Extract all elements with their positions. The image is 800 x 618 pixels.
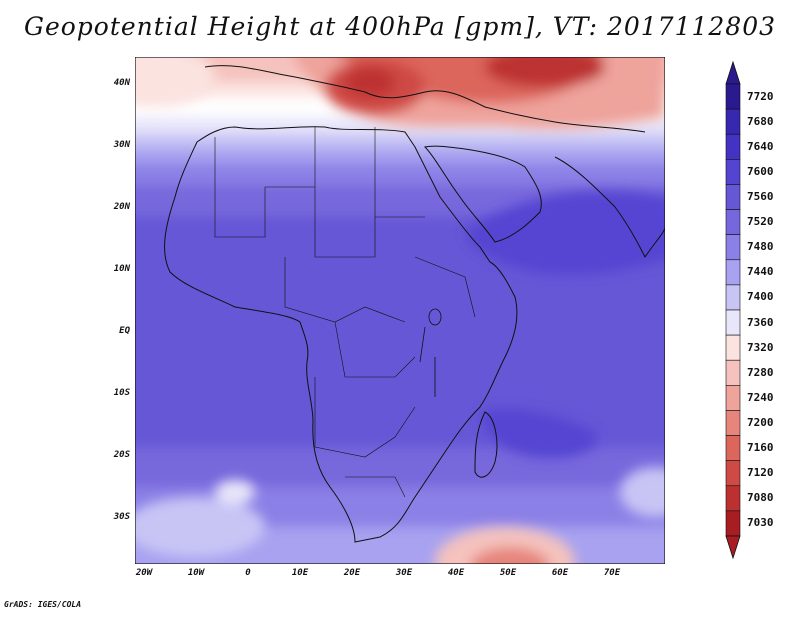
coastlines — [164, 65, 665, 543]
colorbar-level-label: 7120 — [747, 466, 774, 480]
india-coast — [554, 156, 665, 258]
colorbar — [725, 60, 741, 560]
colorbar-bottom-arrow — [725, 535, 741, 560]
ridge-west — [135, 57, 215, 107]
lake-victoria — [428, 308, 442, 326]
band-s-7520 — [135, 447, 665, 487]
footer-credit: GrADS: IGES/COLA — [4, 600, 82, 609]
y-tick-label: 30N — [113, 140, 130, 150]
colorbar-level-label: 7640 — [747, 139, 774, 153]
trough-7080 — [485, 57, 605, 87]
y-tick-label: 40N — [113, 78, 130, 88]
colorbar-level-label: 7030 — [747, 516, 774, 530]
border-5 — [334, 321, 416, 378]
border-3 — [374, 127, 425, 218]
x-tick-label: 60E — [551, 568, 569, 578]
arabia-coast — [423, 145, 542, 243]
colorbar-level-label: 7320 — [747, 340, 774, 354]
x-tick-label: 30E — [395, 568, 413, 578]
y-tick-label: EQ — [119, 326, 130, 336]
x-tick-label: 20W — [135, 568, 153, 578]
x-tick-label: 50E — [499, 568, 517, 578]
colorbar-level-label: 7600 — [747, 164, 774, 178]
y-tick-label: 20S — [113, 450, 130, 460]
chart-title: Geopotential Height at 400hPa [gpm], VT:… — [23, 12, 777, 41]
y-tick-label: 20N — [113, 202, 130, 212]
x-tick-label: 70E — [603, 568, 621, 578]
border-2 — [314, 127, 376, 258]
x-tick-label: 40E — [447, 568, 465, 578]
pocket-white — [215, 480, 255, 504]
map-panel — [135, 57, 665, 564]
colorbar-swatch — [725, 284, 741, 311]
colorbar-level-label: 7440 — [747, 265, 774, 279]
rift-lakes — [419, 326, 436, 397]
y-tick-label: 30S — [113, 512, 130, 522]
europe-coast — [204, 65, 646, 133]
colorbar-swatch — [725, 209, 741, 235]
trough-core — [345, 67, 395, 97]
band-7500 — [135, 163, 665, 185]
x-tick-label: 20E — [343, 568, 361, 578]
colorbar-swatch — [725, 234, 741, 261]
border-7 — [345, 476, 406, 498]
band-7480 — [135, 147, 665, 163]
africa-coast — [164, 126, 518, 543]
colorbar-level-label: 7200 — [747, 416, 774, 429]
band-7440 — [135, 133, 665, 147]
border-1 — [214, 137, 315, 238]
trough-south-core — [470, 547, 550, 564]
colorbar-level-label: 7720 — [747, 89, 774, 103]
colorbar-swatch — [725, 359, 741, 386]
colorbar-swatch — [725, 133, 741, 160]
colorbar-swatch — [725, 385, 741, 411]
high-arabian-sea — [465, 190, 665, 275]
low-south-atlantic — [135, 497, 265, 557]
colorbar-level-label: 7480 — [747, 240, 774, 254]
colorbar-swatch — [725, 435, 741, 461]
colorbar-level-label: 7680 — [747, 114, 774, 128]
colorbar-swatch — [725, 410, 741, 436]
border-8 — [414, 256, 476, 318]
colorbar-swatch — [725, 460, 741, 487]
colorbar-swatch — [725, 309, 741, 336]
colorbar-swatch — [725, 485, 741, 512]
madagascar-coast — [474, 411, 498, 478]
colorbar-level-label: 7240 — [747, 390, 774, 404]
x-tick-label: 0 — [245, 568, 251, 578]
low-south-indian — [620, 467, 665, 517]
y-tick-label: 10N — [113, 264, 130, 274]
colorbar-swatch — [725, 334, 741, 361]
colorbar-level-label: 7520 — [747, 215, 774, 229]
colorbar-level-label: 7560 — [747, 190, 774, 203]
x-tick-label: 10W — [187, 568, 205, 578]
y-tick-label: 10S — [113, 388, 130, 398]
colorbar-swatch — [725, 259, 741, 286]
colorbar-swatch — [725, 83, 741, 110]
x-tick-label: 10E — [291, 568, 309, 578]
colorbar-swatch — [725, 159, 741, 185]
colorbar-swatch — [725, 510, 741, 537]
border-6 — [314, 377, 416, 458]
colorbar-swatch — [725, 108, 741, 135]
colorbar-level-label: 7360 — [747, 315, 774, 329]
colorbar-level-label: 7280 — [747, 365, 774, 379]
colorbar-level-label: 7400 — [747, 290, 774, 304]
borders — [214, 127, 476, 498]
colorbar-level-label: 7080 — [747, 491, 774, 505]
colorbar-swatch — [725, 184, 741, 210]
high-madagascar — [480, 408, 597, 458]
colorbar-level-label: 7160 — [747, 441, 774, 455]
geopotential-map — [135, 57, 665, 564]
colorbar-top-arrow — [725, 60, 741, 85]
